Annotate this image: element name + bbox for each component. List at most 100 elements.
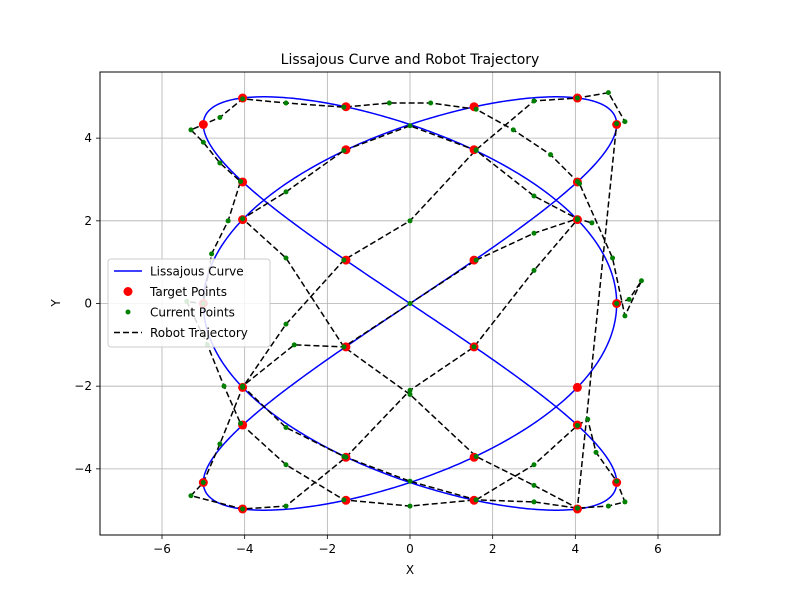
current-point bbox=[283, 462, 289, 468]
current-point bbox=[531, 230, 537, 236]
current-point bbox=[240, 384, 246, 390]
current-point bbox=[531, 462, 537, 468]
y-tick-label: 0 bbox=[84, 297, 92, 311]
current-point bbox=[407, 478, 413, 484]
x-tick-label: 4 bbox=[572, 542, 580, 556]
current-point bbox=[341, 497, 347, 503]
current-point bbox=[407, 123, 413, 129]
current-point bbox=[473, 147, 479, 153]
current-point bbox=[614, 301, 620, 306]
x-tick-label: 2 bbox=[489, 542, 497, 556]
current-point bbox=[574, 505, 580, 511]
x-tick-label: 0 bbox=[406, 542, 414, 556]
current-point bbox=[585, 416, 591, 422]
target-point bbox=[198, 120, 208, 130]
current-point bbox=[574, 95, 580, 101]
current-point bbox=[531, 499, 537, 505]
current-point bbox=[240, 506, 246, 512]
current-point bbox=[531, 267, 537, 273]
current-point bbox=[238, 179, 244, 185]
current-point bbox=[386, 100, 392, 106]
current-point bbox=[283, 425, 289, 431]
y-tick-label: 2 bbox=[84, 214, 92, 228]
current-point bbox=[200, 139, 206, 145]
current-point bbox=[605, 503, 611, 509]
current-point bbox=[238, 420, 244, 426]
current-point bbox=[341, 148, 347, 154]
current-point bbox=[531, 98, 537, 104]
current-point bbox=[283, 321, 289, 327]
current-point bbox=[283, 255, 289, 261]
current-point bbox=[574, 422, 580, 428]
current-point bbox=[622, 119, 628, 125]
x-tick-label: −4 bbox=[236, 542, 254, 556]
current-point bbox=[531, 482, 537, 488]
current-point bbox=[407, 301, 413, 306]
current-point bbox=[283, 503, 289, 509]
current-point bbox=[217, 160, 223, 166]
target-point bbox=[572, 382, 582, 392]
current-point bbox=[188, 127, 194, 133]
current-point bbox=[574, 217, 580, 223]
current-point bbox=[240, 96, 246, 102]
current-point bbox=[217, 114, 223, 120]
x-tick-label: −2 bbox=[318, 542, 336, 556]
plot-area bbox=[184, 90, 644, 514]
current-point bbox=[428, 100, 434, 106]
current-point bbox=[610, 255, 616, 261]
current-point bbox=[589, 220, 595, 226]
current-point bbox=[188, 493, 194, 499]
current-point bbox=[209, 251, 215, 257]
current-point bbox=[614, 478, 620, 484]
legend: Lissajous Curve Target Points Current Poin… bbox=[107, 258, 271, 348]
legend-label: Current Points bbox=[150, 306, 235, 320]
chart-title: Lissajous Curve and Robot Trajectory bbox=[281, 52, 540, 68]
current-point bbox=[605, 90, 611, 96]
current-point bbox=[531, 193, 537, 199]
current-point bbox=[341, 257, 347, 263]
current-point bbox=[225, 218, 231, 224]
current-point bbox=[200, 479, 206, 485]
current-point bbox=[217, 441, 223, 447]
legend-box bbox=[107, 258, 271, 348]
y-tick-label: −4 bbox=[74, 462, 92, 476]
legend-swatch-current bbox=[125, 309, 131, 315]
current-point bbox=[510, 127, 516, 133]
current-point bbox=[283, 189, 289, 195]
current-point bbox=[407, 503, 413, 509]
current-point bbox=[407, 391, 413, 397]
current-point bbox=[343, 454, 349, 460]
current-point bbox=[283, 100, 289, 106]
legend-label: Robot Trajectory bbox=[150, 326, 248, 340]
y-tick-label: 4 bbox=[84, 131, 92, 145]
y-axis-label: Y bbox=[49, 299, 63, 308]
current-point bbox=[626, 296, 632, 302]
current-point bbox=[473, 497, 479, 503]
current-point bbox=[221, 383, 227, 389]
current-point bbox=[341, 104, 347, 110]
x-tick-label: 6 bbox=[654, 542, 662, 556]
current-point bbox=[240, 216, 246, 222]
current-point bbox=[407, 387, 413, 393]
current-point bbox=[473, 257, 479, 263]
current-point bbox=[593, 449, 599, 455]
current-point bbox=[614, 121, 620, 127]
x-axis-label: X bbox=[406, 563, 414, 577]
current-point bbox=[473, 453, 479, 459]
current-point bbox=[291, 342, 297, 348]
current-point bbox=[622, 313, 628, 319]
current-point bbox=[407, 218, 413, 224]
current-point bbox=[548, 152, 554, 158]
axis-ticks: −6 −4 −2 0 2 4 6 −4 −2 0 2 4 bbox=[74, 131, 662, 556]
legend-label: Lissajous Curve bbox=[150, 265, 244, 279]
x-tick-label: −6 bbox=[153, 542, 171, 556]
current-point bbox=[473, 106, 479, 112]
legend-label: Target Points bbox=[149, 285, 227, 299]
legend-swatch-target bbox=[123, 287, 133, 296]
current-point bbox=[341, 344, 347, 350]
y-tick-label: −2 bbox=[74, 379, 92, 393]
current-point bbox=[638, 278, 644, 284]
current-point bbox=[574, 179, 580, 185]
current-point bbox=[471, 344, 477, 350]
